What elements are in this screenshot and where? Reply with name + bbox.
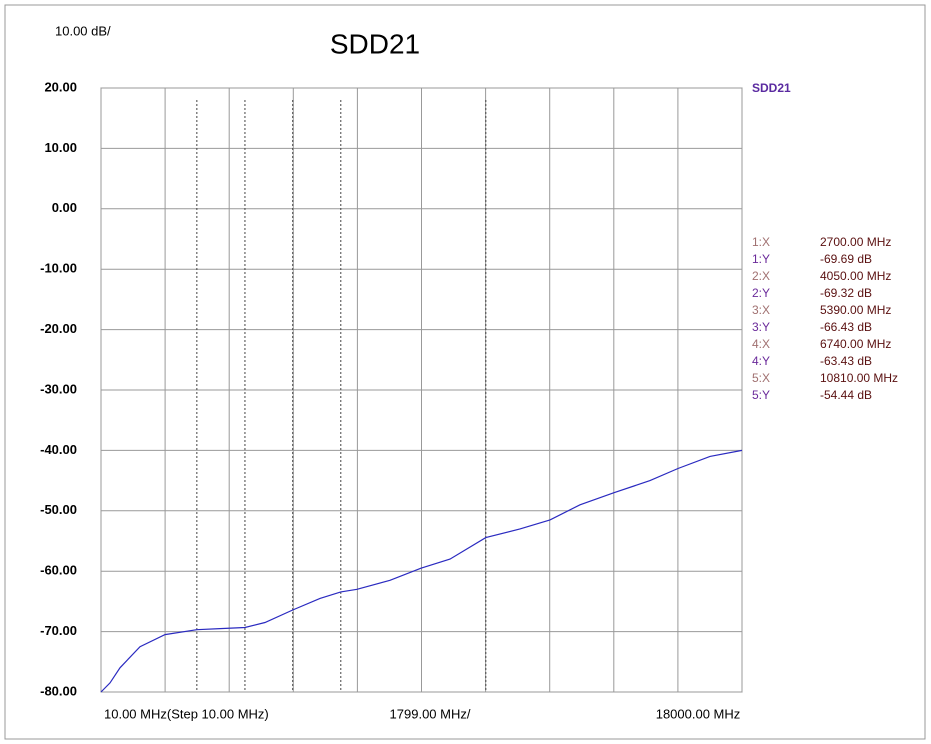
trace [100,449,743,693]
y-tick-label: -10.00 [40,261,77,276]
marker-y-value: -66.43 dB [820,320,872,334]
marker-x-value: 2700.00 MHz [820,235,891,249]
marker-y-name: 5:Y [752,388,770,402]
y-tick-label: -60.00 [40,563,77,578]
y-tick-label: -20.00 [40,321,77,336]
marker-y-name: 3:Y [752,320,770,334]
y-tick-label: -70.00 [40,623,77,638]
legend-entry: SDD21 [752,81,791,95]
scale-label: 10.00 dB/ [55,23,111,38]
y-tick-label: 20.00 [44,79,77,94]
y-tick-label: -40.00 [40,442,77,457]
y-tick-label: -50.00 [40,502,77,517]
x-center-label: 1799.00 MHz/ [390,706,471,721]
marker-x-name: 4:X [752,337,770,351]
marker-x-name: 3:X [752,303,770,317]
marker-y-value: -54.44 dB [820,388,872,402]
marker-x-name: 1:X [752,235,770,249]
marker-y-name: 2:Y [752,286,770,300]
marker-y-value: -69.32 dB [820,286,872,300]
marker-y-name: 4:Y [752,354,770,368]
y-tick-label: -30.00 [40,381,77,396]
y-tick-label: 10.00 [44,140,77,155]
marker-x-value: 5390.00 MHz [820,303,891,317]
y-tick-label: -80.00 [40,683,77,698]
marker-x-value: 6740.00 MHz [820,337,891,351]
x-start-label: 10.00 MHz(Step 10.00 MHz) [104,706,269,721]
marker-y-value: -63.43 dB [820,354,872,368]
marker-x-value: 10810.00 MHz [820,371,898,385]
y-tick-label: 0.00 [52,200,77,215]
marker-y-name: 1:Y [752,252,770,266]
marker-x-value: 4050.00 MHz [820,269,891,283]
marker-y-value: -69.69 dB [820,252,872,266]
marker-x-name: 5:X [752,371,770,385]
chart-title: SDD21 [330,28,420,59]
marker-x-name: 2:X [752,269,770,283]
x-end-label: 18000.00 MHz [656,706,741,721]
